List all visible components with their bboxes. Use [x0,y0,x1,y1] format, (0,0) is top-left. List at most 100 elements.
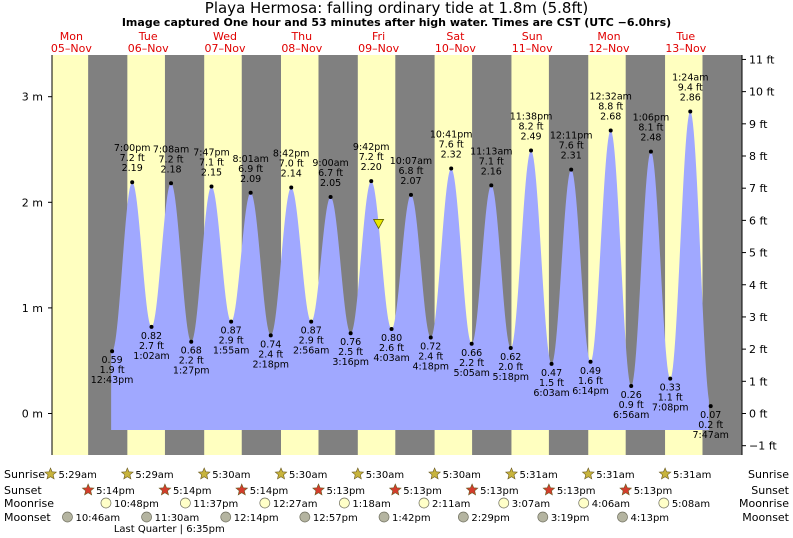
tide-label: 10:41pm [430,130,473,141]
moonrise-time: 1:18am [352,499,390,510]
tide-label: 1.9 ft [100,365,125,376]
tide-label: 2.9 ft [219,336,244,347]
tide-label: 0.87 [221,326,242,337]
tide-label: 0.80 [381,333,402,344]
tide-label: 2.68 [600,111,621,122]
sunrise-time: 5:29am [135,470,173,481]
tide-label: 8.8 ft [598,101,623,112]
tide-label: 2.49 [520,132,541,143]
tide-point [688,109,693,114]
tide-label: 2.31 [561,151,582,162]
right-tick-label: 4 ft [749,279,768,292]
tide-point [110,349,115,354]
moon-icon [180,497,191,509]
right-tick-label: 2 ft [749,343,768,356]
moon-icon [259,497,271,509]
tide-label: 7:08pm [652,403,689,414]
sunrise-time: 5:30am [443,470,481,481]
sunset-time: 5:13pm [480,486,519,497]
right-tick-label: 1 ft [749,375,768,388]
tide-area [111,111,710,430]
sunrise-time: 5:29am [59,470,97,481]
moonset-time: 1:42pm [392,513,431,524]
left-tick-label: 2 m [22,196,43,209]
right-tick-label: 9 ft [749,118,768,131]
tide-label: 2.9 ft [299,336,324,347]
tide-label: 10:07am [390,156,432,167]
moonset-time: 10:46am [75,513,120,524]
tide-label: 0.62 [500,352,521,363]
moonrise-time: 12:27am [273,499,318,510]
tide-label: 2.32 [441,150,462,161]
tide-point [608,128,613,133]
moonset-time: 4:13pm [630,513,669,524]
tide-label: 1:27pm [173,366,210,377]
sun-star-icon [581,467,595,480]
tide-label: 6:03am [533,388,569,399]
tide-label: 9:42pm [353,142,390,153]
moon-icon [537,511,549,523]
tide-label: 1.1 ft [658,393,683,404]
tide-label: 2.09 [240,174,261,185]
sunrise-row-label: Sunrise [4,468,45,481]
day-date: 06–Nov [128,42,169,55]
day-name: Sat [446,30,465,43]
tide-label: 0.47 [541,368,562,379]
moonset-time: 12:14pm [234,513,279,524]
day-name: Sun [522,30,543,43]
day-date: 08–Nov [281,42,322,55]
tide-label: 2.6 ft [379,343,404,354]
sunset-row-label-right: Sunset [751,484,789,497]
tide-label: 7:08am [153,144,189,155]
tide-label: 4:03am [373,353,409,364]
tide-label: 2.4 ft [258,349,283,360]
tide-label: 8.1 ft [638,123,663,134]
tide-label: 2.4 ft [418,351,443,362]
moonset-time: 2:29pm [471,513,510,524]
tide-label: 0.87 [301,326,322,337]
moon-icon [100,497,112,509]
sunrise-time: 5:30am [366,470,404,481]
moon-icon [299,511,311,523]
moon-icon [578,497,590,509]
tide-label: 0.33 [660,383,681,394]
day-date: 11–Nov [512,42,553,55]
sunset-time: 5:14pm [250,486,289,497]
tide-label: 1.6 ft [578,376,603,387]
tide-label: 0.07 [700,410,721,421]
tide-label: 0.68 [181,346,202,357]
sun-star-icon [504,467,518,480]
sun-star-icon [235,483,249,496]
tide-label: 0.9 ft [619,400,644,411]
chart-title: Playa Hermosa: falling ordinary tide at … [204,0,589,17]
day-name: Tue [138,30,158,43]
left-tick-label: 3 m [22,91,43,104]
sunset-time: 5:13pm [403,486,442,497]
tide-label: 12:11pm [550,131,593,142]
tide-label: 2.2 ft [179,356,204,367]
tide-label: 0.59 [102,355,123,366]
tide-label: 1:06pm [633,113,670,124]
tide-point [508,346,513,351]
tide-point [189,339,194,344]
tide-label: 7:47pm [193,147,230,158]
moonset-time: 12:57pm [313,513,358,524]
day-name: Mon [60,30,83,43]
right-tick-label: 3 ft [749,311,768,324]
tide-point [668,376,673,381]
tide-label: 6.9 ft [238,164,263,175]
tide-label: 7.2 ft [359,152,384,163]
tide-point [309,319,314,324]
day-date: 12–Nov [589,42,630,55]
day-name: Tue [675,30,695,43]
tide-point [708,404,713,409]
moonrise-time: 10:48pm [114,499,159,510]
tide-label: 0.2 ft [698,420,723,431]
sun-star-icon [44,467,58,480]
tide-label: 6:14pm [572,386,609,397]
tide-point [248,190,253,195]
tide-label: 11:13am [470,146,512,157]
tide-label: 8.2 ft [519,122,544,133]
tide-point [588,359,593,364]
